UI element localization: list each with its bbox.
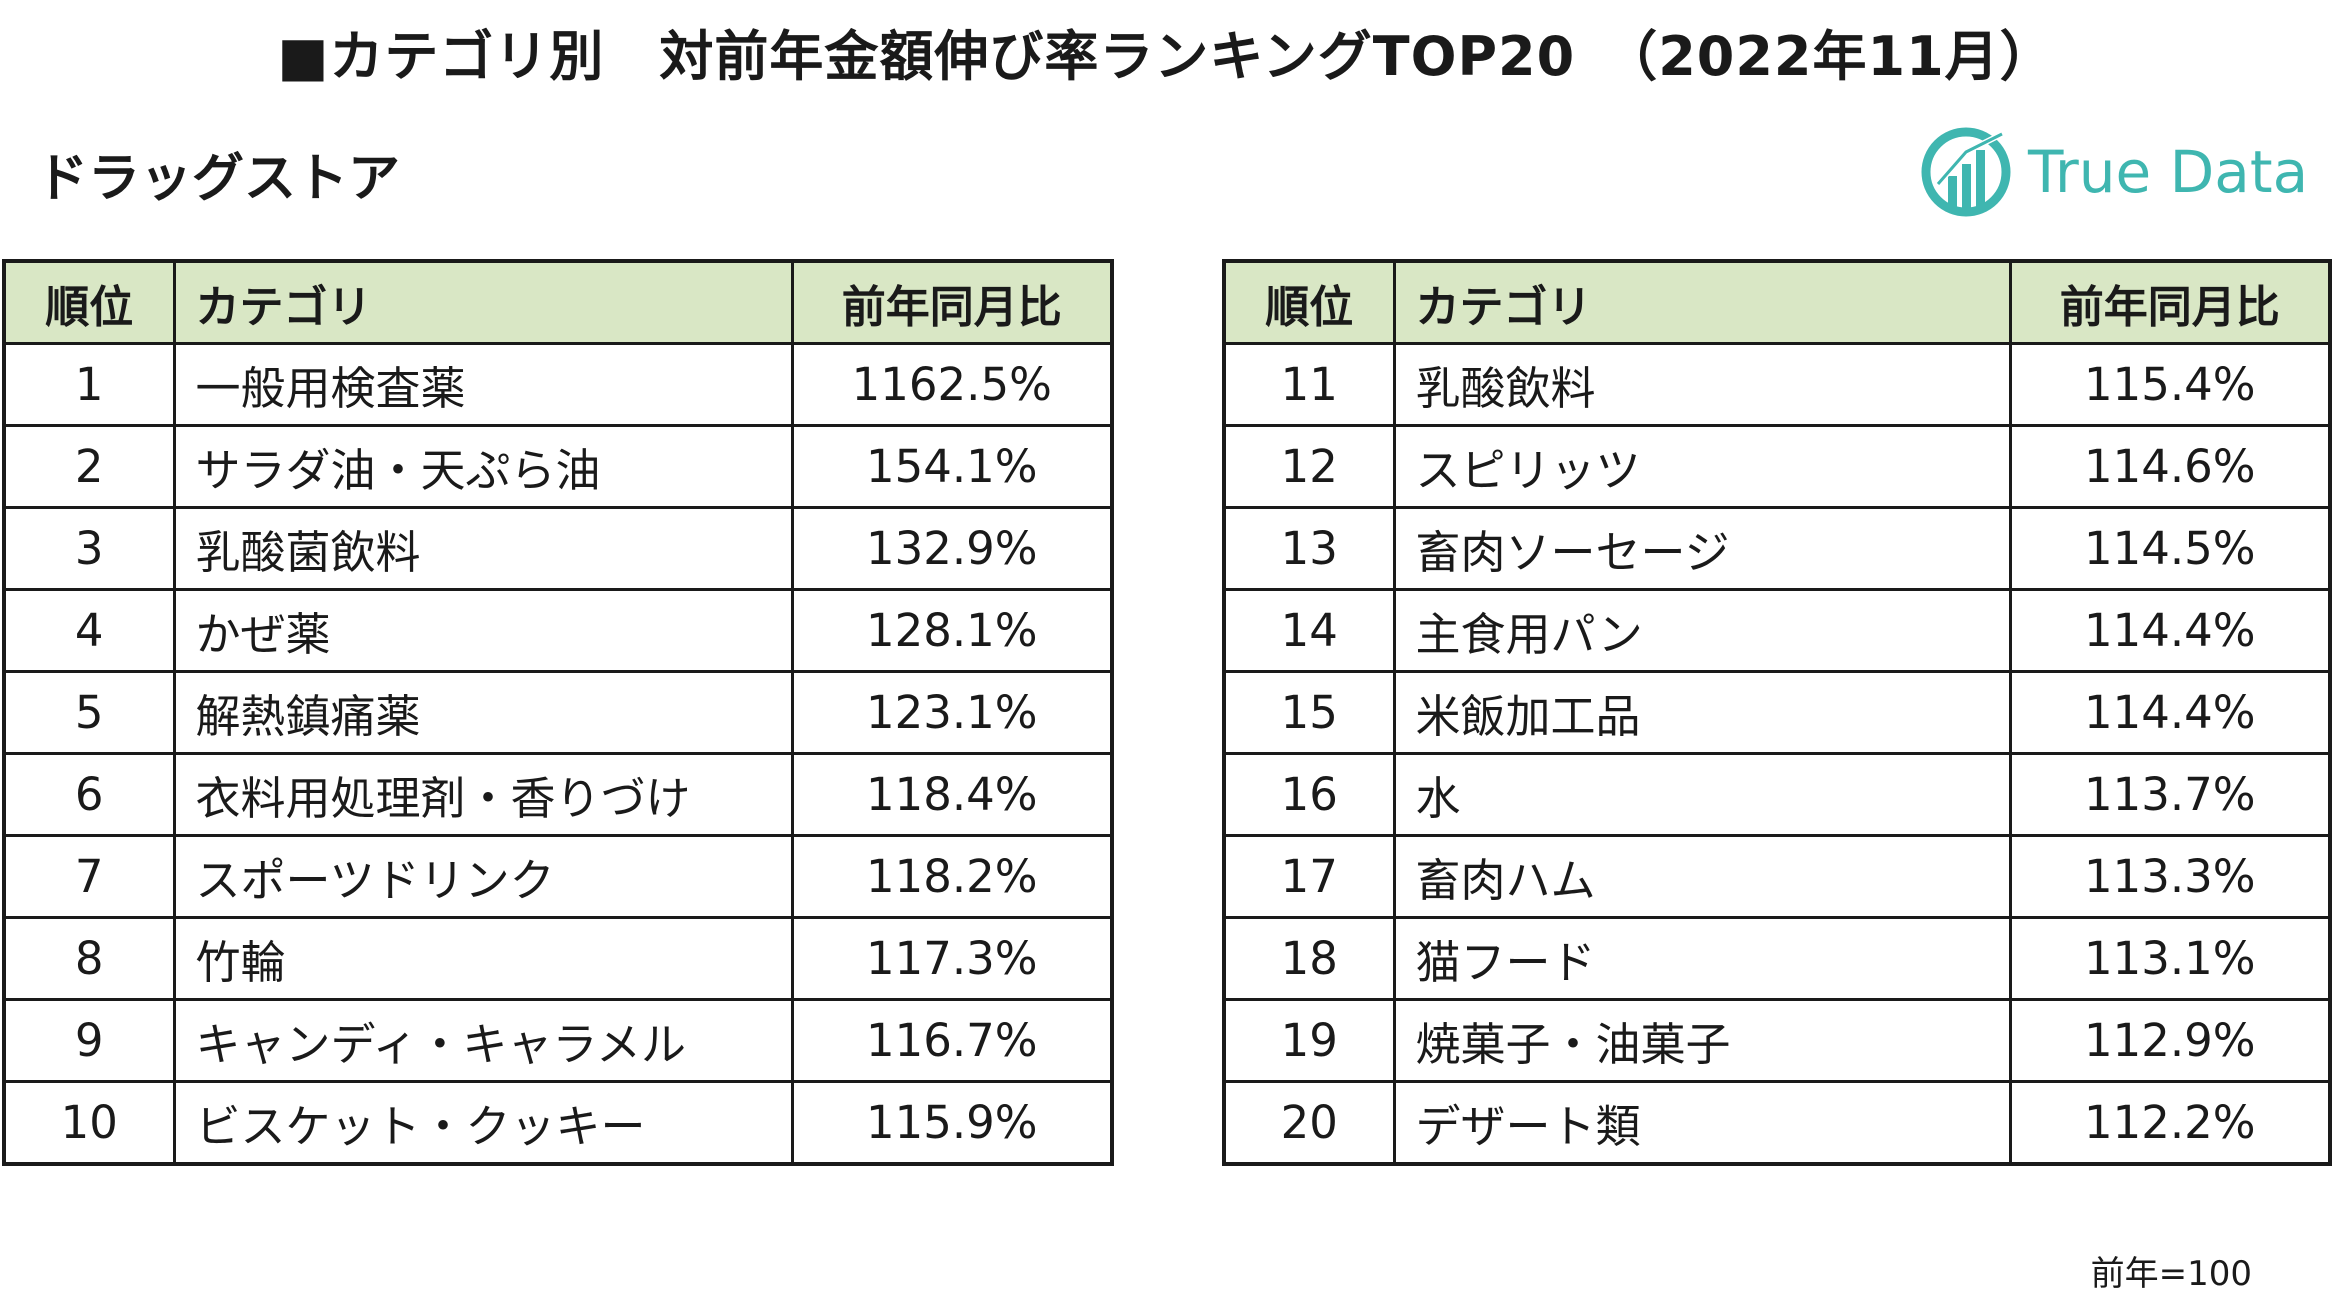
ratio-cell: 128.1% — [790, 588, 1114, 673]
logo-text: True Data — [2028, 138, 2309, 206]
category-cell: 畜肉ハム — [1392, 834, 2012, 919]
rank-cell: 9 — [2, 998, 176, 1083]
rank-cell: 4 — [2, 588, 176, 673]
category-cell: 衣料用処理剤・香りづけ — [172, 752, 794, 837]
header-rank: 順位 — [1222, 259, 1396, 345]
rank-cell: 13 — [1222, 506, 1396, 591]
ratio-cell: 118.2% — [790, 834, 1114, 919]
category-cell: 米飯加工品 — [1392, 670, 2012, 755]
category-cell: キャンディ・キャラメル — [172, 998, 794, 1083]
category-cell: 解熱鎮痛薬 — [172, 670, 794, 755]
ratio-cell: 112.2% — [2008, 1080, 2332, 1166]
ranking-table-11-20: 順位 カテゴリ 前年同月比 11 乳酸飲料 115.4% 12 スピリッツ 114.6% 1… — [1222, 259, 2332, 1166]
rank-cell: 11 — [1222, 342, 1396, 427]
rank-cell: 14 — [1222, 588, 1396, 673]
rank-cell: 2 — [2, 424, 176, 509]
rank-cell: 16 — [1222, 752, 1396, 837]
rank-cell: 3 — [2, 506, 176, 591]
rank-cell: 19 — [1222, 998, 1396, 1083]
rank-cell: 6 — [2, 752, 176, 837]
ratio-cell: 154.1% — [790, 424, 1114, 509]
table-row: 13 畜肉ソーセージ 114.5% — [1222, 506, 2332, 591]
ratio-cell: 112.9% — [2008, 998, 2332, 1083]
ratio-cell: 114.5% — [2008, 506, 2332, 591]
category-cell: 畜肉ソーセージ — [1392, 506, 2012, 591]
ratio-cell: 113.1% — [2008, 916, 2332, 1001]
header-ratio: 前年同月比 — [790, 259, 1114, 345]
ratio-cell: 115.4% — [2008, 342, 2332, 427]
header-category: カテゴリ — [1392, 259, 2012, 345]
page-title: ■カテゴリ別 対前年金額伸び率ランキングTOP20 （2022年11月） — [277, 25, 2055, 88]
rank-cell: 5 — [2, 670, 176, 755]
ratio-cell: 113.3% — [2008, 834, 2332, 919]
category-cell: 猫フード — [1392, 916, 2012, 1001]
table-row: 15 米飯加工品 114.4% — [1222, 670, 2332, 755]
table-row: 1 一般用検査薬 1162.5% — [2, 342, 1114, 427]
truedata-logo: True Data — [1918, 122, 2308, 222]
rank-cell: 1 — [2, 342, 176, 427]
category-cell: 乳酸菌飲料 — [172, 506, 794, 591]
ratio-cell: 117.3% — [790, 916, 1114, 1001]
header-rank: 順位 — [2, 259, 176, 345]
table-row: 12 スピリッツ 114.6% — [1222, 424, 2332, 509]
bar-chart-circle-icon — [1921, 127, 2011, 217]
channel-subtitle: ドラッグストア — [36, 149, 401, 209]
category-cell: 焼菓子・油菓子 — [1392, 998, 2012, 1083]
category-cell: かぜ薬 — [172, 588, 794, 673]
ratio-cell: 113.7% — [2008, 752, 2332, 837]
table-row: 16 水 113.7% — [1222, 752, 2332, 837]
category-cell: 水 — [1392, 752, 2012, 837]
table-row: 17 畜肉ハム 113.3% — [1222, 834, 2332, 919]
ratio-cell: 1162.5% — [790, 342, 1114, 427]
table-row: 19 焼菓子・油菓子 112.9% — [1222, 998, 2332, 1083]
category-cell: 乳酸飲料 — [1392, 342, 2012, 427]
rank-cell: 20 — [1222, 1080, 1396, 1166]
category-cell: 一般用検査薬 — [172, 342, 794, 427]
table-row: 2 サラダ油・天ぷら油 154.1% — [2, 424, 1114, 509]
table-row: 20 デザート類 112.2% — [1222, 1080, 2332, 1166]
table-row: 9 キャンディ・キャラメル 116.7% — [2, 998, 1114, 1083]
table-row: 14 主食用パン 114.4% — [1222, 588, 2332, 673]
rank-cell: 17 — [1222, 834, 1396, 919]
rank-cell: 10 — [2, 1080, 176, 1166]
table-header-row: 順位 カテゴリ 前年同月比 — [1222, 259, 2332, 345]
ratio-cell: 132.9% — [790, 506, 1114, 591]
table-row: 7 スポーツドリンク 118.2% — [2, 834, 1114, 919]
rank-cell: 15 — [1222, 670, 1396, 755]
rank-cell: 8 — [2, 916, 176, 1001]
rank-cell: 12 — [1222, 424, 1396, 509]
table-row: 11 乳酸飲料 115.4% — [1222, 342, 2332, 427]
table-header-row: 順位 カテゴリ 前年同月比 — [2, 259, 1114, 345]
table-row: 8 竹輪 117.3% — [2, 916, 1114, 1001]
category-cell: デザート類 — [1392, 1080, 2012, 1166]
rank-cell: 7 — [2, 834, 176, 919]
table-row: 10 ビスケット・クッキー 115.9% — [2, 1080, 1114, 1166]
ratio-cell: 123.1% — [790, 670, 1114, 755]
header-category: カテゴリ — [172, 259, 794, 345]
category-cell: ビスケット・クッキー — [172, 1080, 794, 1166]
footnote: 前年=100 — [2090, 1254, 2252, 1294]
table-row: 5 解熱鎮痛薬 123.1% — [2, 670, 1114, 755]
header-ratio: 前年同月比 — [2008, 259, 2332, 345]
category-cell: スピリッツ — [1392, 424, 2012, 509]
ratio-cell: 114.6% — [2008, 424, 2332, 509]
category-cell: スポーツドリンク — [172, 834, 794, 919]
table-row: 3 乳酸菌飲料 132.9% — [2, 506, 1114, 591]
ratio-cell: 115.9% — [790, 1080, 1114, 1166]
table-row: 4 かぜ薬 128.1% — [2, 588, 1114, 673]
rank-cell: 18 — [1222, 916, 1396, 1001]
ranking-table-1-10: 順位 カテゴリ 前年同月比 1 一般用検査薬 1162.5% 2 サラダ油・天ぷら油 15… — [2, 259, 1114, 1166]
category-cell: 主食用パン — [1392, 588, 2012, 673]
category-cell: 竹輪 — [172, 916, 794, 1001]
ratio-cell: 118.4% — [790, 752, 1114, 837]
table-row: 18 猫フード 113.1% — [1222, 916, 2332, 1001]
ratio-cell: 116.7% — [790, 998, 1114, 1083]
ratio-cell: 114.4% — [2008, 670, 2332, 755]
ratio-cell: 114.4% — [2008, 588, 2332, 673]
table-row: 6 衣料用処理剤・香りづけ 118.4% — [2, 752, 1114, 837]
category-cell: サラダ油・天ぷら油 — [172, 424, 794, 509]
